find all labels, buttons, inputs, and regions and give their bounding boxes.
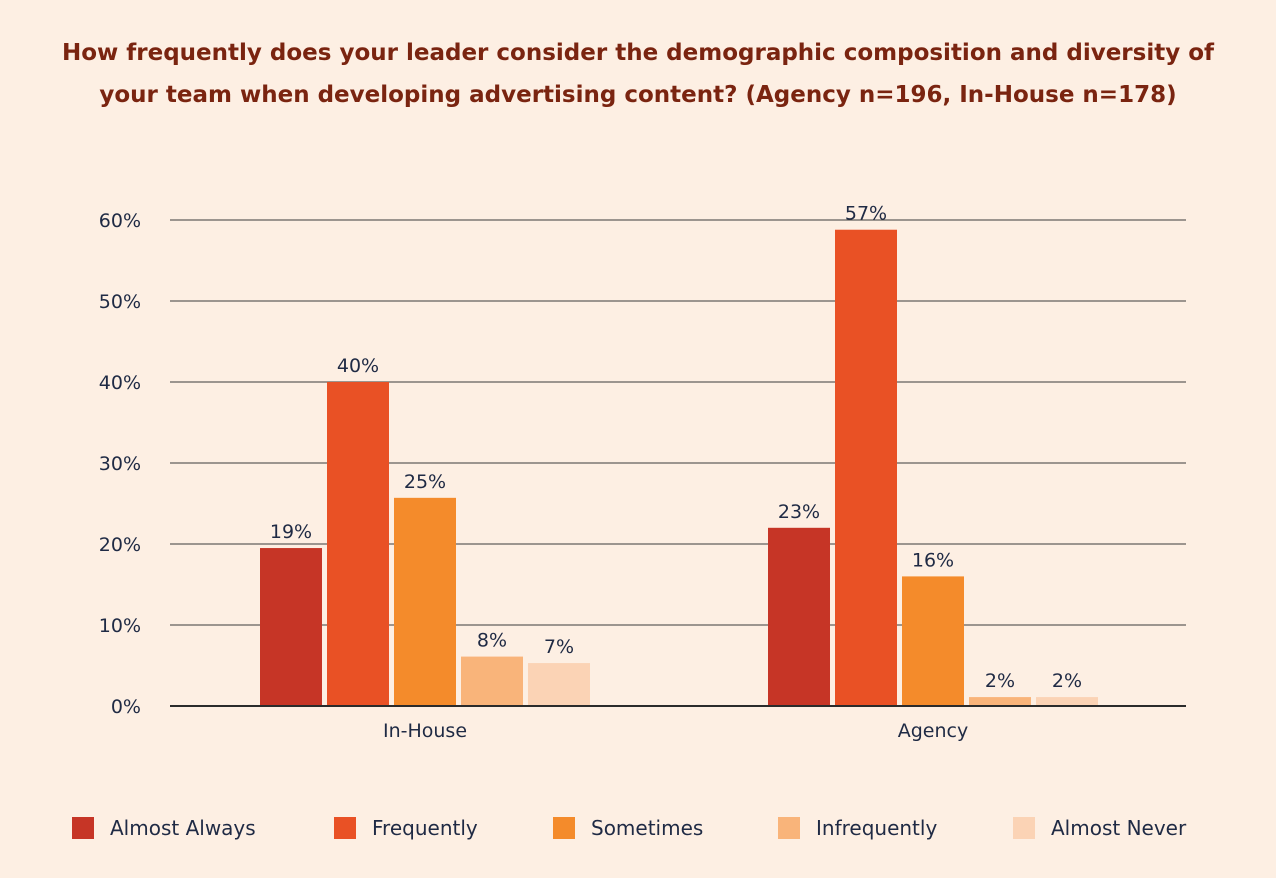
bar xyxy=(327,382,389,706)
x-tick-label: Agency xyxy=(898,720,968,742)
legend-swatch-almost-always xyxy=(72,817,94,839)
legend-swatch-frequently xyxy=(334,817,356,839)
bar xyxy=(461,656,523,706)
legend-label-infrequently: Infrequently xyxy=(816,816,938,840)
y-tick-label: 60% xyxy=(99,210,141,232)
data-label: 25% xyxy=(404,471,446,493)
legend-label-almost-always: Almost Always xyxy=(110,816,256,840)
data-label: 2% xyxy=(1052,670,1082,692)
bar-chart: 0% 10% 20% 30% 40% 50% 60% 19% 40% 25% 8% 7% In-Hous… xyxy=(99,203,1186,742)
bar xyxy=(260,548,322,706)
bar xyxy=(528,663,590,706)
legend-label-frequently: Frequently xyxy=(372,816,478,840)
y-tick-label: 30% xyxy=(99,453,141,475)
y-tick-label: 20% xyxy=(99,534,141,556)
y-tick-label: 10% xyxy=(99,615,141,637)
data-label: 8% xyxy=(477,630,507,652)
y-tick-label: 40% xyxy=(99,372,141,394)
legend-label-almost-never: Almost Never xyxy=(1051,816,1187,840)
legend-item-infrequently: Infrequently xyxy=(778,808,937,848)
bar xyxy=(1036,697,1098,706)
data-label: 2% xyxy=(985,670,1015,692)
bar xyxy=(969,697,1031,706)
legend-item-almost-always: Almost Always xyxy=(72,808,256,848)
data-label: 57% xyxy=(845,203,887,225)
y-tick-label: 50% xyxy=(99,291,141,313)
x-tick-label: In-House xyxy=(383,720,467,742)
data-label: 23% xyxy=(778,501,820,523)
y-tick-label: 0% xyxy=(111,696,141,718)
legend-label-sometimes: Sometimes xyxy=(591,816,704,840)
legend: Almost Always Frequently Sometimes Infre… xyxy=(0,808,1276,848)
legend-swatch-almost-never xyxy=(1013,817,1035,839)
chart-title-line-2: your team when developing advertising co… xyxy=(99,82,1177,108)
legend-item-frequently: Frequently xyxy=(334,808,478,848)
bar xyxy=(902,576,964,706)
legend-swatch-sometimes xyxy=(553,817,575,839)
legend-swatch-infrequently xyxy=(778,817,800,839)
chart-title-line-1: How frequently does your leader consider… xyxy=(61,40,1215,66)
legend-item-almost-never: Almost Never xyxy=(1013,808,1186,848)
data-label: 16% xyxy=(912,549,954,571)
data-label: 40% xyxy=(337,355,379,377)
bar xyxy=(835,229,897,706)
data-label: 7% xyxy=(544,636,574,658)
bar xyxy=(768,527,830,706)
legend-item-sometimes: Sometimes xyxy=(553,808,703,848)
chart-title: How frequently does your leader consider… xyxy=(0,32,1276,116)
bar xyxy=(394,497,456,706)
data-label: 19% xyxy=(270,521,312,543)
